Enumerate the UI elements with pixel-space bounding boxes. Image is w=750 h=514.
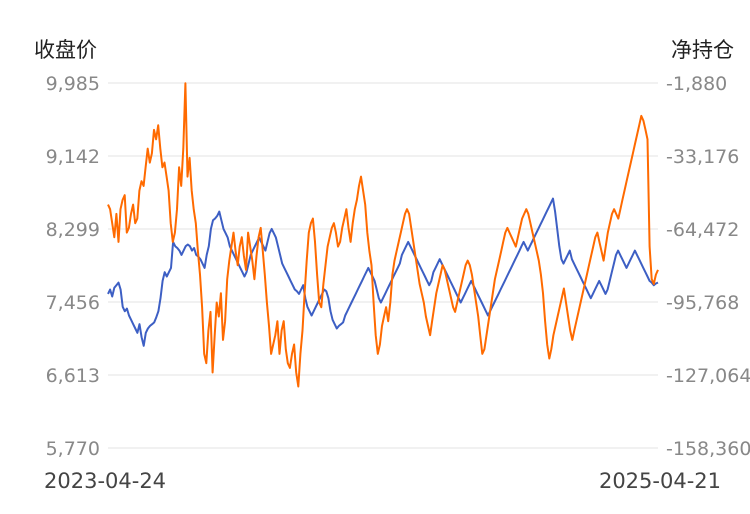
- series-line-close-price: [107, 197, 659, 347]
- y-right-tick-label: -127,064: [666, 365, 750, 387]
- right-axis-title: 净持仓: [671, 38, 734, 62]
- y-left-tick-label: 9,985: [46, 73, 100, 95]
- series-line-net-position: [107, 82, 659, 388]
- y-left-tick-label: 6,613: [46, 365, 100, 387]
- y-right-tick-label: -64,472: [666, 219, 739, 241]
- y-right-tick-label: -95,768: [666, 292, 739, 314]
- left-axis-title: 收盘价: [34, 38, 97, 62]
- y-left-tick-label: 8,299: [46, 219, 100, 241]
- x-tick-label-end: 2025-04-21: [599, 469, 721, 493]
- y-right-tick-label: -33,176: [666, 146, 739, 168]
- x-tick-label-start: 2023-04-24: [44, 469, 166, 493]
- y-left-tick-label: 5,770: [46, 438, 100, 460]
- y-left-tick-label: 9,142: [46, 146, 100, 168]
- y-right-tick-label: -1,880: [666, 73, 727, 95]
- y-left-tick-label: 7,456: [46, 292, 100, 314]
- y-right-tick-label: -158,360: [666, 438, 750, 460]
